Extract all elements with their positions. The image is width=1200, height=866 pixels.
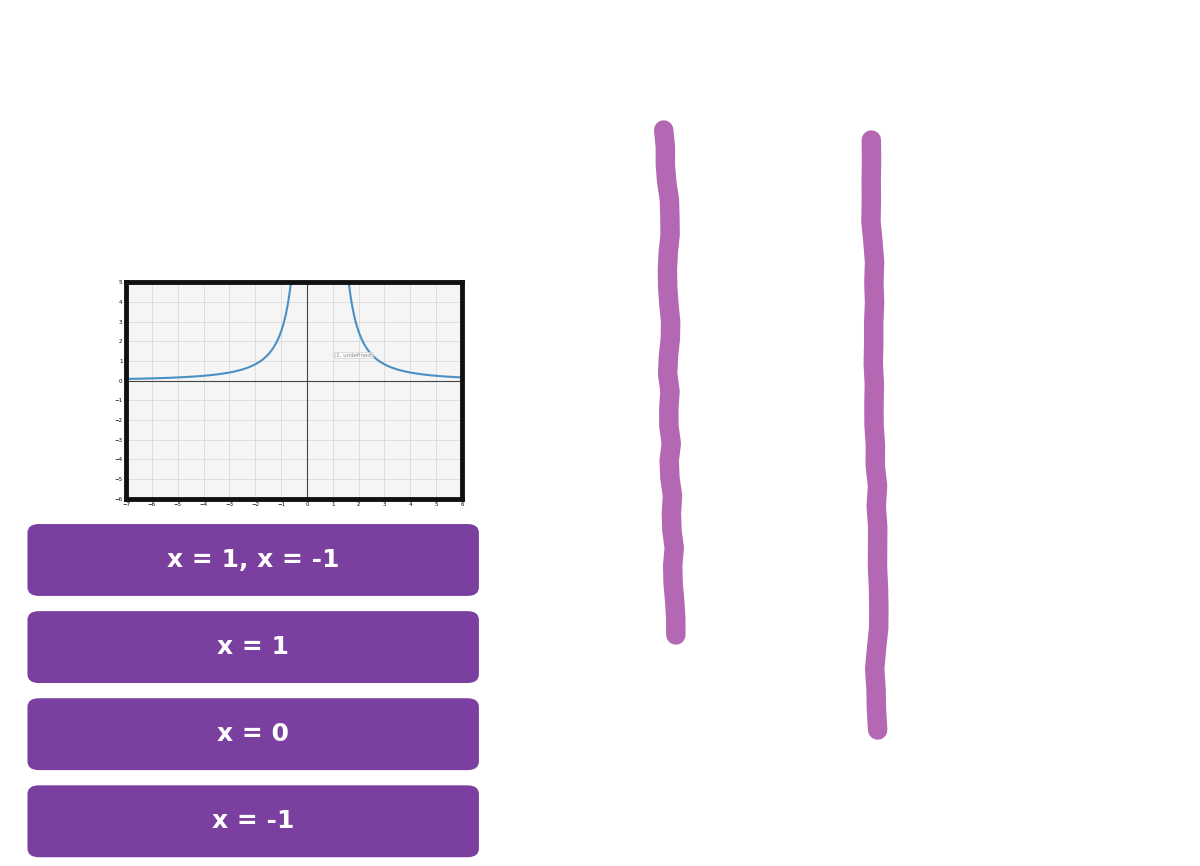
Text: x = 1: x = 1: [217, 635, 289, 659]
Text: Based on the graph of
the function below,
where do the
discontinuities of f(x)
o: Based on the graph of the function below…: [26, 42, 480, 249]
FancyBboxPatch shape: [28, 698, 479, 770]
FancyBboxPatch shape: [28, 785, 479, 857]
Text: x = -1: x = -1: [212, 810, 294, 833]
FancyBboxPatch shape: [28, 524, 479, 596]
Text: x = 0: x = 0: [217, 722, 289, 746]
FancyBboxPatch shape: [28, 611, 479, 683]
Text: x = 1, x = -1: x = 1, x = -1: [167, 548, 340, 572]
Text: (1, undefined): (1, undefined): [334, 353, 373, 359]
